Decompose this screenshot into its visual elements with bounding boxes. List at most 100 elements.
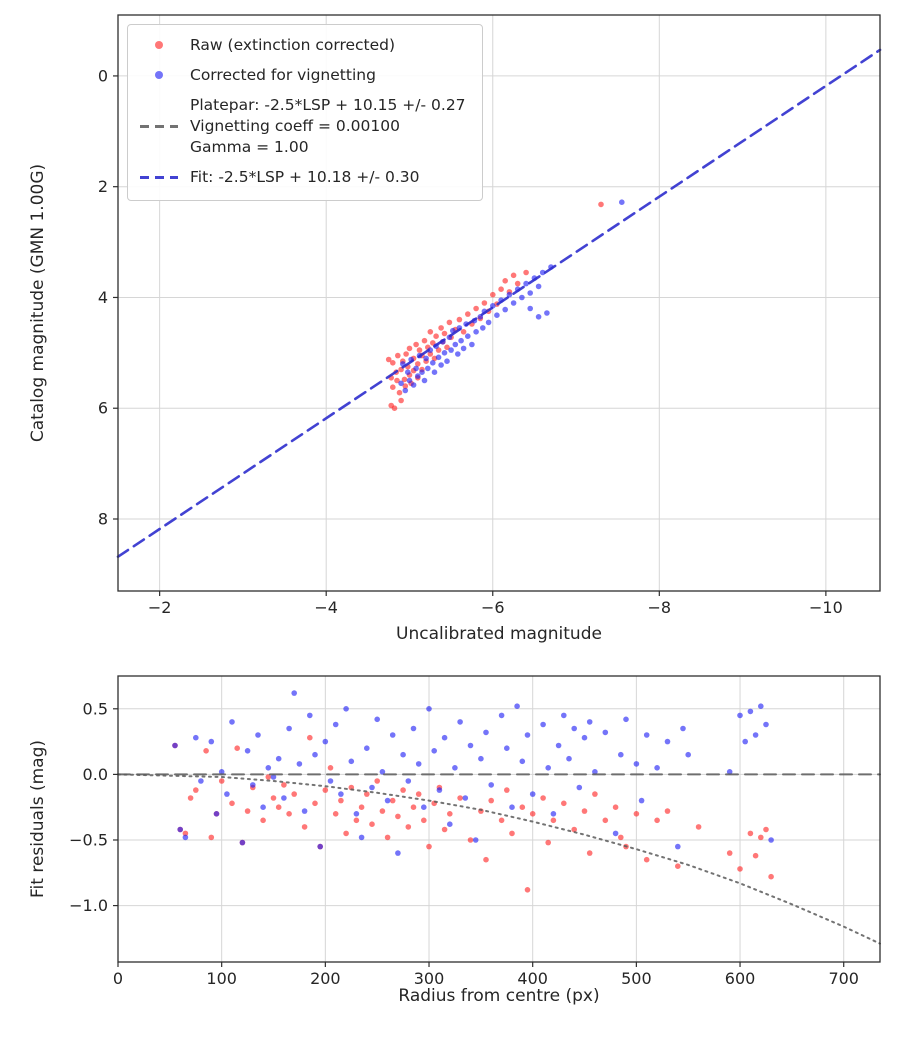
- data-point: [758, 703, 764, 709]
- data-point: [447, 811, 453, 817]
- data-point: [415, 361, 421, 367]
- data-point: [566, 755, 572, 762]
- data-point: [742, 738, 748, 745]
- data-point: [385, 356, 392, 363]
- data-point: [426, 843, 432, 850]
- data-point: [514, 703, 520, 709]
- data-point: [535, 283, 542, 290]
- data-point: [460, 345, 467, 352]
- data-point: [270, 774, 277, 780]
- data-point: [402, 383, 409, 389]
- data-point: [519, 804, 526, 810]
- data-point: [447, 821, 453, 827]
- data-point: [618, 834, 624, 841]
- data-point: [444, 344, 450, 351]
- data-point: [353, 811, 360, 817]
- x-tick-label: 500: [621, 969, 652, 988]
- y-tick-label: 4: [98, 288, 108, 307]
- data-point: [485, 319, 492, 326]
- data-point: [244, 808, 251, 814]
- data-point: [307, 734, 313, 741]
- data-point: [343, 706, 349, 712]
- data-point: [458, 337, 464, 344]
- data-point: [498, 286, 504, 293]
- top-y-axis-label: Catalog magnitude (GMN 1.00G): [28, 163, 48, 443]
- data-point: [473, 305, 479, 312]
- bottom-y-axis-label: Fit residuals (mag): [28, 740, 48, 898]
- data-point: [364, 791, 370, 797]
- blue-dot-icon: [155, 71, 163, 80]
- legend-entry-platepar: Platepar: -2.5*LSP + 10.15 +/- 0.27 Vign…: [140, 95, 466, 158]
- data-point: [401, 376, 408, 383]
- data-point: [524, 732, 531, 738]
- data-point: [317, 843, 324, 850]
- x-tick-label: 200: [310, 969, 341, 988]
- scatter-series: [172, 690, 774, 856]
- data-point: [726, 850, 733, 856]
- data-point: [427, 347, 434, 353]
- data-point: [338, 797, 344, 804]
- data-point: [612, 804, 619, 810]
- data-point: [581, 808, 588, 814]
- data-point: [576, 784, 583, 791]
- data-point: [402, 387, 409, 394]
- data-point: [353, 817, 360, 824]
- data-point: [506, 291, 513, 298]
- data-point: [473, 329, 479, 335]
- data-point: [398, 380, 404, 387]
- data-point: [586, 850, 593, 856]
- data-point: [623, 716, 629, 723]
- x-tick-label: 100: [206, 969, 237, 988]
- data-point: [664, 808, 671, 814]
- data-point: [327, 765, 334, 771]
- data-point: [524, 887, 531, 893]
- data-point: [405, 824, 412, 830]
- data-point: [275, 804, 282, 810]
- data-point: [291, 690, 298, 696]
- data-point: [421, 337, 428, 344]
- data-point: [441, 826, 448, 833]
- data-point: [250, 782, 256, 788]
- data-point: [581, 734, 588, 741]
- data-point: [431, 369, 438, 376]
- data-point: [410, 382, 417, 388]
- data-point: [619, 199, 625, 205]
- data-point: [514, 280, 521, 287]
- data-point: [752, 852, 759, 859]
- x-tick-label: −10: [809, 598, 843, 617]
- data-point: [467, 742, 474, 749]
- data-point: [480, 325, 486, 331]
- data-point: [364, 745, 370, 751]
- data-point: [446, 319, 453, 326]
- data-point: [638, 797, 645, 804]
- x-tick-label: 300: [414, 969, 445, 988]
- data-point: [286, 725, 292, 732]
- data-point: [462, 795, 469, 801]
- data-point: [260, 804, 266, 810]
- subplot-1: 0 100 200 300 400 500 600 700 0.5 0.0 −0.5 −1.0: [69, 675, 881, 988]
- data-point: [426, 706, 432, 712]
- data-point: [427, 329, 434, 335]
- data-point: [510, 272, 517, 279]
- legend-label-corrected: Corrected for vignetting: [190, 65, 376, 84]
- data-point: [413, 365, 419, 372]
- legend-label-raw: Raw (extinction corrected): [190, 36, 396, 54]
- x-tick-label: 700: [828, 969, 859, 988]
- data-point: [452, 341, 459, 348]
- x-tick-label: 0: [113, 969, 123, 988]
- data-point: [182, 830, 189, 837]
- data-point: [281, 782, 287, 788]
- data-point: [457, 795, 463, 801]
- data-point: [456, 316, 463, 323]
- data-point: [452, 765, 458, 771]
- data-point: [438, 325, 444, 331]
- data-point: [441, 330, 448, 337]
- data-point: [602, 729, 609, 736]
- data-point: [490, 291, 496, 298]
- data-point: [208, 738, 215, 745]
- data-point: [265, 765, 272, 771]
- data-point: [441, 734, 448, 741]
- data-point: [675, 863, 681, 869]
- data-point: [369, 784, 375, 791]
